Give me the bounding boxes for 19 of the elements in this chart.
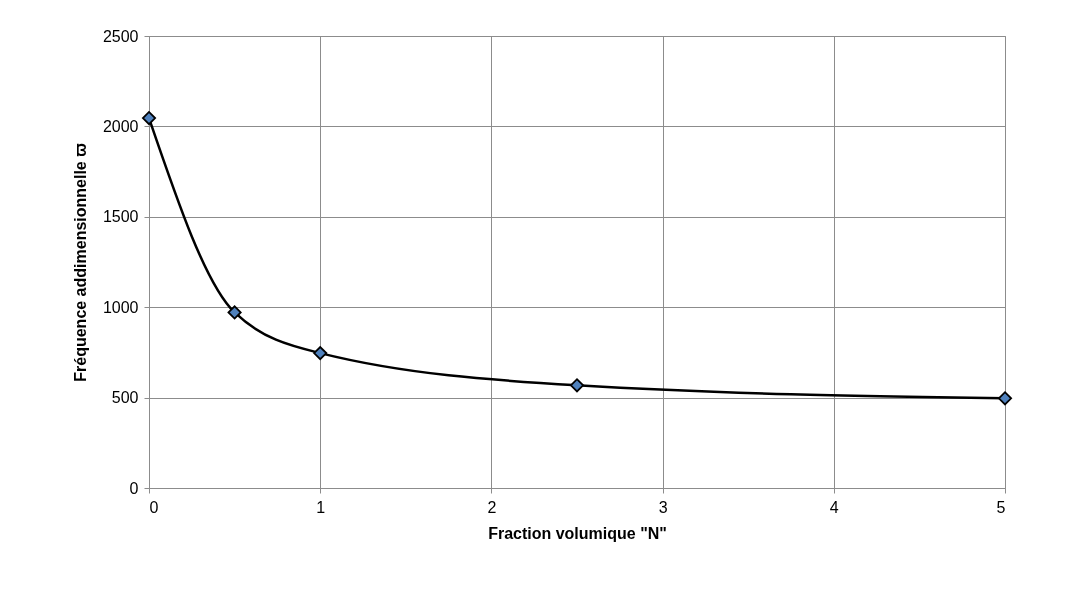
x-tick-label: 2: [487, 498, 497, 516]
x-tick-label: 0: [149, 498, 159, 516]
y-tick-label: 2000: [102, 117, 139, 135]
point: [227, 305, 242, 320]
x-axis-title: Fraction volumique "N": [488, 524, 667, 542]
y-tick-label: 500: [111, 389, 139, 407]
point: [569, 378, 585, 393]
y-tick-label: 1500: [102, 208, 139, 226]
x-tick-label: 4: [829, 498, 839, 516]
y-axis-title: Fréquence addimensionnelle ϖ: [71, 143, 89, 382]
x-tick-label: 5: [996, 498, 1006, 516]
point: [313, 346, 328, 361]
x-tick-label: 1: [316, 498, 326, 516]
x-tick-label: 3: [658, 498, 668, 516]
y-tick-label: 1000: [102, 298, 139, 316]
y-tick-label: 0: [129, 479, 139, 497]
y-tick-label: 2500: [102, 27, 139, 45]
point: [141, 111, 157, 126]
point: [997, 391, 1013, 406]
